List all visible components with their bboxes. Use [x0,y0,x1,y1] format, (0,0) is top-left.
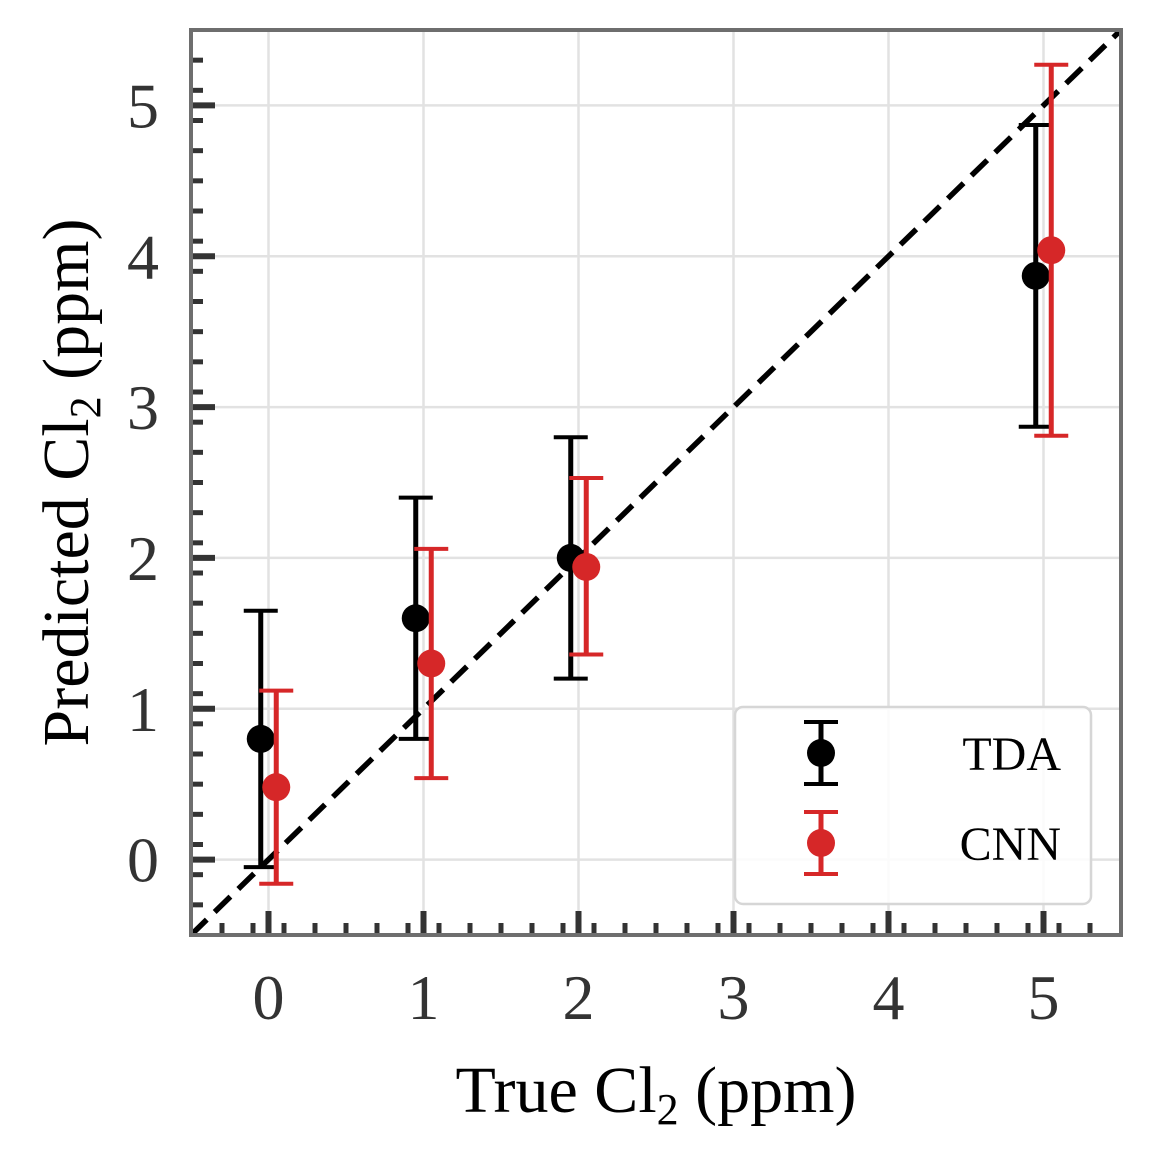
x-tick-label: 1 [408,962,440,1033]
y-tick-label: 2 [127,523,159,594]
x-tick-label: 5 [1028,962,1060,1033]
data-point [417,649,446,678]
legend-marker [807,829,835,857]
legend-label: CNN [960,818,1061,871]
reference-line-layer [189,28,1123,937]
data-point [1021,261,1050,290]
x-tick-label: 0 [253,962,285,1033]
series-tda [243,123,1053,870]
data-point [246,724,275,753]
y-tick-label: 4 [127,221,159,292]
y-axis-label: Predicted Cl2 (ppm) [30,219,110,747]
major-ticks [191,102,1047,935]
x-axis-label: True Cl2 (ppm) [456,1054,857,1134]
legend-item-tda: TDA [804,720,1061,786]
data-point [572,552,601,581]
legend-label: TDA [962,728,1061,781]
x-axis-label-subscript: 2 [657,1085,679,1134]
series-cnn [259,62,1069,886]
series-layer [243,62,1069,886]
x-tick-label: 3 [718,962,750,1033]
y-tick-label: 1 [127,674,159,745]
y-tick-label: 0 [127,825,159,896]
tick-labels: 0 1 2 3 4 5 0 1 2 3 4 5 [127,70,1060,1033]
y-tick-label: 5 [127,70,159,141]
reference-line [189,28,1123,937]
y-axis-label-tail: (ppm) [30,219,103,397]
data-point [401,604,430,633]
x-tick-label: 2 [563,962,595,1033]
grid [191,30,1121,935]
legend: TDA CNN [733,705,1093,906]
x-axis-label-tail: (ppm) [679,1054,857,1127]
y-tick-label: 3 [127,372,159,443]
x-tick-label: 4 [873,962,905,1033]
data-point [1037,236,1066,265]
legend-item-cnn: CNN [804,810,1061,876]
y-axis-label-subscript: 2 [61,396,110,418]
plot-frame [189,28,1123,937]
data-point [262,773,291,802]
legend-marker [807,739,835,767]
x-axis-label-main: True Cl [456,1054,657,1127]
y-axis-label-main: Predicted Cl [30,418,103,746]
